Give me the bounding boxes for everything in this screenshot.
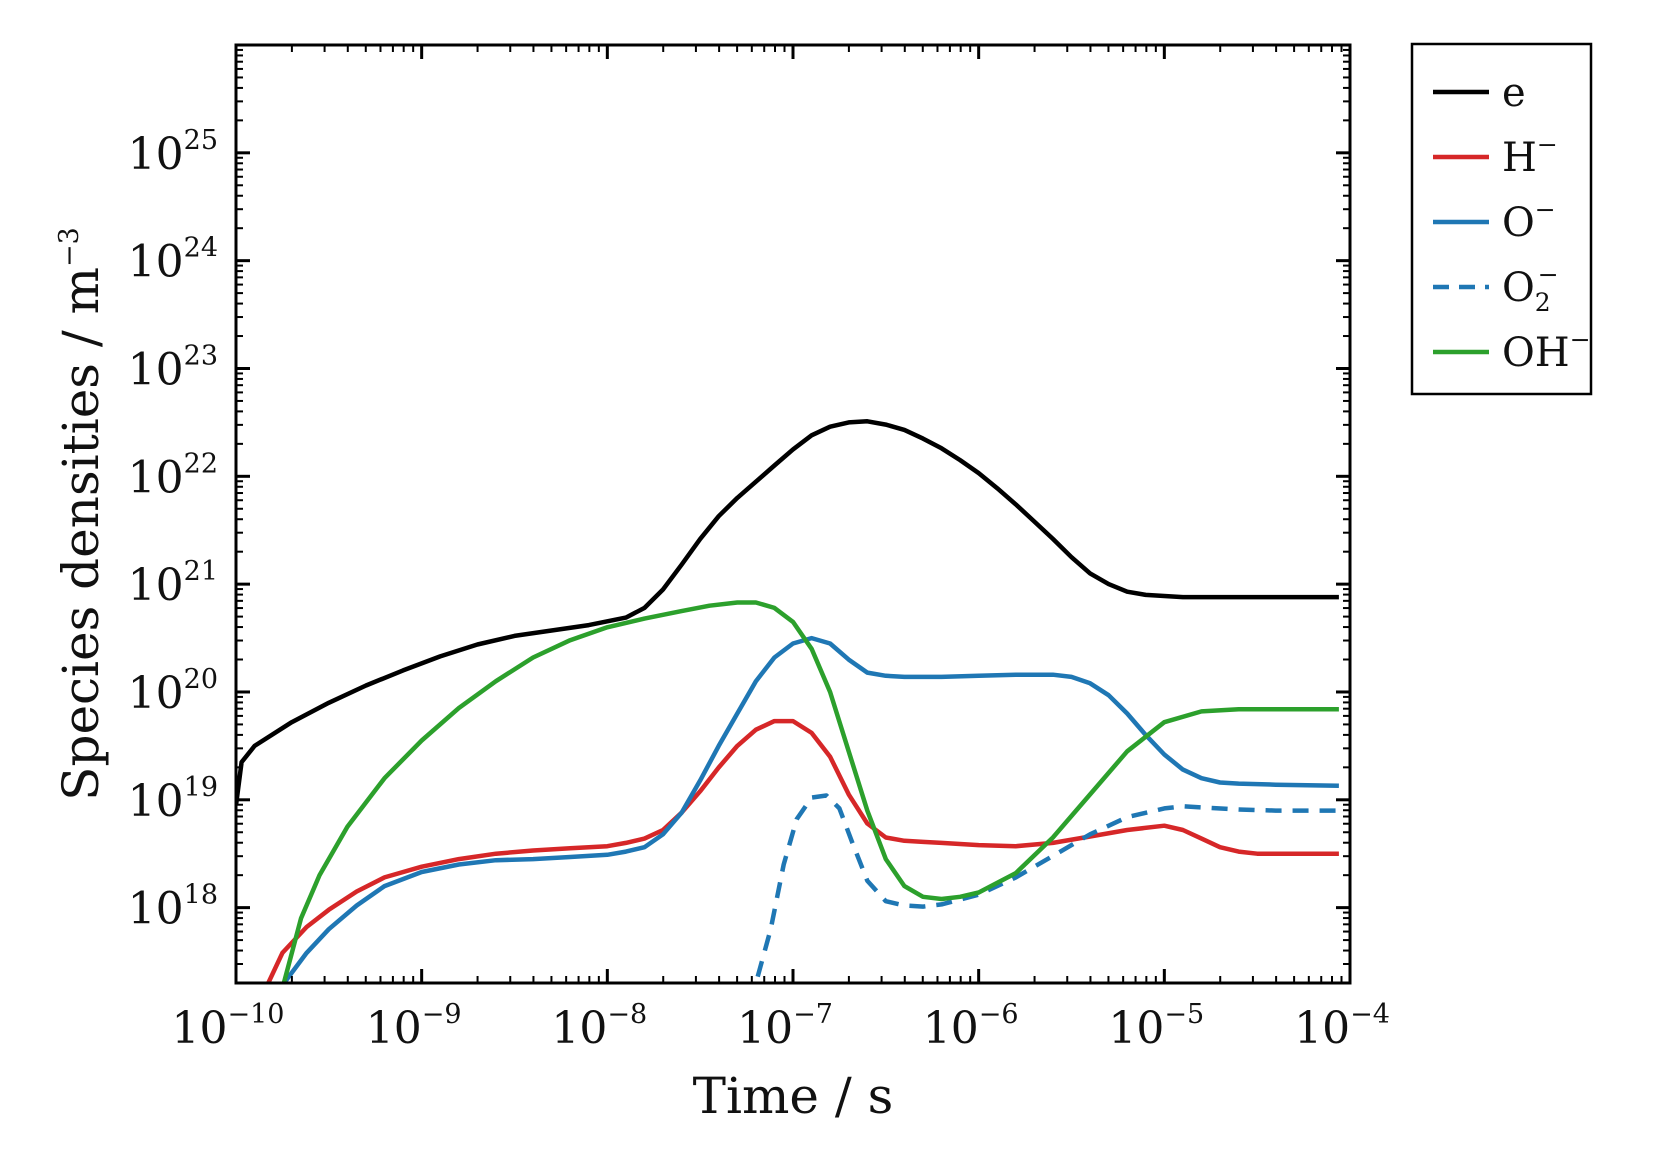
legend-label-main: O (1502, 200, 1535, 246)
legend-label-superscript: − (1537, 130, 1558, 159)
x-tick-label-base: 10 (737, 1003, 793, 1054)
legend-box (1410, 42, 1593, 396)
legend-entry-O-: O− (1433, 195, 1556, 246)
legend-label: H− (1502, 130, 1558, 181)
y-tick-label-base: 10 (128, 452, 184, 503)
x-tick-label-exponent: −7 (793, 999, 833, 1030)
x-tick-label-base: 10 (366, 1003, 422, 1054)
x-tick-label-base: 10 (1108, 1003, 1164, 1054)
y-tick-label-exponent: 24 (184, 233, 218, 264)
x-tick-label-base: 10 (923, 1003, 979, 1054)
y-tick-label: 1025 (128, 125, 218, 180)
x-tick-label-exponent: −6 (979, 999, 1019, 1030)
y-tick-label-base: 10 (128, 237, 184, 288)
series-line-e (236, 419, 1339, 806)
x-axis-label: Time / s (693, 1067, 894, 1125)
y-tick-label: 1019 (128, 772, 218, 827)
y-tick-label: 1021 (128, 556, 218, 611)
legend: eH−O−O2−OH− (1410, 42, 1593, 396)
legend-entry-O2-: O2− (1433, 260, 1559, 317)
x-tick-label: 10−7 (737, 999, 833, 1054)
x-tick-label-base: 10 (172, 1003, 228, 1054)
y-tick-label: 1022 (128, 448, 218, 503)
y-tick-label: 1018 (128, 880, 218, 935)
x-tick-label: 10−10 (172, 999, 285, 1054)
y-tick-label: 1023 (128, 340, 218, 395)
series-line-H- (265, 718, 1339, 983)
series-line-OH- (281, 600, 1339, 983)
y-tick-label-exponent: 22 (184, 448, 218, 479)
legend-label: O− (1502, 195, 1556, 246)
legend-entry-OH-: OH− (1433, 325, 1591, 376)
x-tick-label: 10−9 (366, 999, 462, 1054)
y-tick-label-exponent: 18 (184, 880, 218, 911)
legend-label-main: e (1502, 70, 1526, 116)
x-tick-label-exponent: −8 (607, 999, 647, 1030)
y-tick-label-base: 10 (128, 129, 184, 180)
y-tick-label-exponent: 20 (184, 664, 218, 695)
legend-items: eH−O−O2−OH− (1433, 70, 1591, 376)
legend-label: OH− (1502, 325, 1591, 376)
series-lines (236, 419, 1339, 983)
x-tick-label-exponent: −10 (228, 999, 285, 1030)
y-tick-label-exponent: 21 (184, 556, 218, 587)
y-axis-label: Species densities / m−3 (52, 227, 110, 801)
legend-label-main: O (1502, 265, 1535, 311)
x-tick-label-base: 10 (1294, 1003, 1350, 1054)
y-tick-label-base: 10 (128, 560, 184, 611)
legend-label: O2− (1502, 260, 1559, 317)
y-tick-label: 1024 (128, 233, 218, 288)
y-axis-label-text: Species densities / m (52, 267, 110, 801)
legend-label-main: OH (1502, 330, 1570, 376)
y-tick-label-base: 10 (128, 344, 184, 395)
x-tick-label: 10−8 (551, 999, 647, 1054)
y-tick-label: 1020 (128, 664, 218, 719)
x-tick-labels: 10−10 10−9 10−8 10−7 10−6 10−5 10−4 (172, 999, 1390, 1054)
y-tick-label-exponent: 19 (184, 772, 218, 803)
y-axis-label-exponent: −3 (54, 227, 85, 267)
x-tick-label: 10−5 (1108, 999, 1204, 1054)
legend-label-superscript: − (1535, 195, 1556, 224)
plot-frame (234, 43, 1352, 985)
legend-label: e (1502, 70, 1526, 116)
y-tick-label-base: 10 (128, 884, 184, 935)
x-tick-label: 10−6 (923, 999, 1019, 1054)
x-tick-label-exponent: −5 (1164, 999, 1204, 1030)
legend-label-superscript: − (1570, 325, 1591, 354)
y-tick-label-base: 10 (128, 668, 184, 719)
x-tick-label-exponent: −9 (422, 999, 462, 1030)
y-tick-label-exponent: 23 (184, 340, 218, 371)
legend-label-subscript: 2 (1535, 288, 1551, 317)
y-tick-label-base: 10 (128, 776, 184, 827)
legend-entry-H-: H− (1433, 130, 1558, 181)
legend-entry-e: e (1433, 70, 1526, 116)
legend-label-superscript: − (1538, 260, 1559, 289)
legend-label-main: H (1502, 135, 1537, 181)
y-tick-label-exponent: 25 (184, 125, 218, 156)
x-tick-label-base: 10 (551, 1003, 607, 1054)
x-tick-label-exponent: −4 (1350, 999, 1390, 1030)
x-tick-label: 10−4 (1294, 999, 1390, 1054)
series-line-O2- (755, 793, 1339, 978)
